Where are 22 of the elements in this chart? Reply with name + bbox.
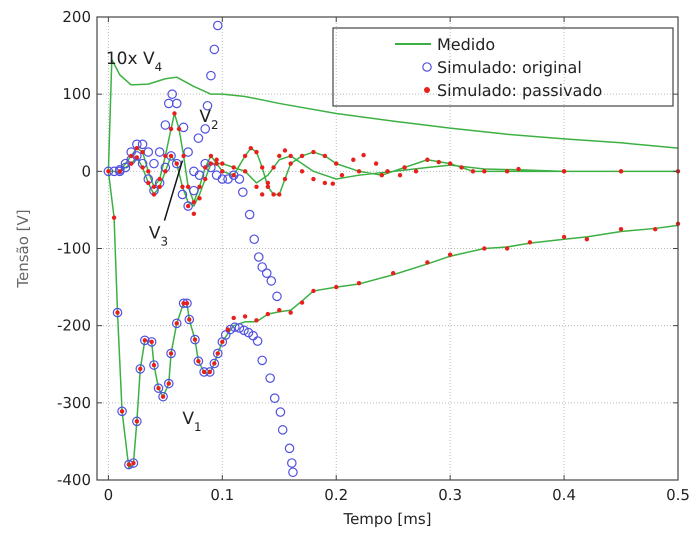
y-tick-label: -200 [56,316,91,335]
legend-label: Simulado: passivado [437,81,602,100]
y-tick-label: -100 [56,240,91,258]
y-axis-title: Tensão [V] [14,209,32,289]
legend-label: Simulado: original [437,58,582,77]
legend-label: Medido [437,35,496,54]
x-tick-label: 0.5 [666,486,690,504]
y-tick-label: 100 [62,85,91,104]
y-tick-label: -300 [56,394,91,412]
x-tick-label: 0.1 [210,486,234,504]
annotation: V$_{2}$ [199,107,219,132]
y-tick-label: 200 [62,8,91,26]
annotation: V$_{1}$ [182,409,202,434]
x-tick-label: 0 [104,486,114,504]
annotation: V$_{3}$ [148,224,168,249]
annotation: 10x V$_{4}$ [106,49,162,74]
x-axis-title: Tempo [ms] [342,510,432,528]
y-tick-label: -400 [56,471,91,489]
x-tick-label: 0.3 [438,486,462,504]
y-tick-label: 0 [81,162,91,180]
x-tick-label: 0.2 [324,486,348,504]
x-tick-label: 0.4 [552,486,576,504]
